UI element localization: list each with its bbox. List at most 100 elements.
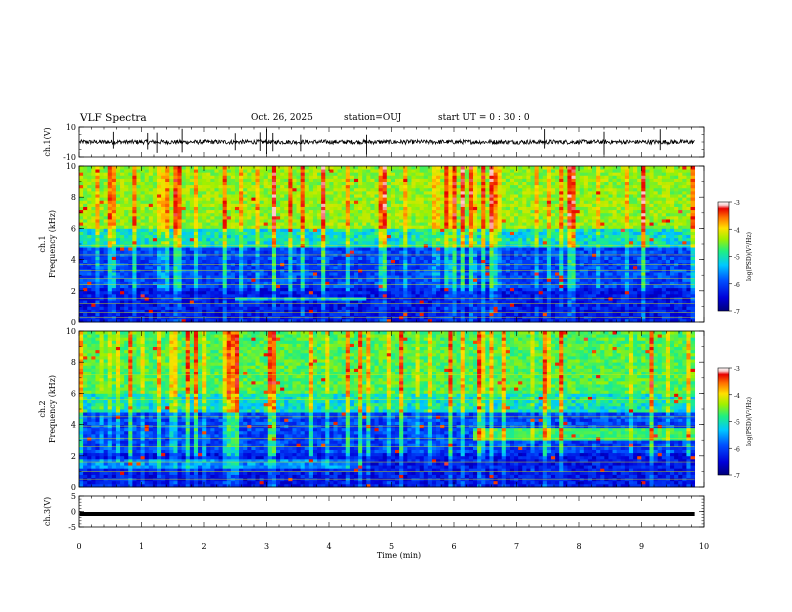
ch1-spectrogram-cell bbox=[304, 228, 310, 232]
ch1-spectrogram-cell bbox=[99, 290, 105, 295]
ch1-spectrogram-cell bbox=[390, 265, 396, 270]
ch1-spectrogram-cell bbox=[567, 306, 572, 310]
ch1-spectrogram-cell bbox=[370, 231, 375, 236]
ch1-spectrogram-cell bbox=[206, 287, 211, 292]
ch1-spectrogram-cell bbox=[206, 284, 211, 289]
ch1-spectrogram-cell bbox=[345, 231, 351, 236]
ch1-spectrogram-cell bbox=[304, 222, 310, 226]
ch1-spectrogram-cell bbox=[156, 256, 162, 260]
ch1-spectrogram-cell bbox=[341, 281, 347, 285]
ch1-spectrogram-cell bbox=[448, 265, 453, 270]
ch1-spectrogram-cell bbox=[206, 231, 211, 236]
ch1-spectrogram-cell bbox=[304, 287, 310, 292]
ch1-spectrogram-cell bbox=[468, 256, 474, 260]
ch1-spectrogram-cell bbox=[612, 259, 618, 264]
ch1-spectrogram-cell bbox=[284, 240, 289, 245]
ch1-spectrogram-cell bbox=[202, 225, 207, 229]
ch1-spectrogram-cell bbox=[464, 225, 470, 229]
ch1-spectrogram-cell bbox=[382, 240, 388, 245]
ch1-spectrogram-cell bbox=[341, 259, 347, 264]
ch1-spectrogram-cell bbox=[337, 306, 343, 310]
ch1-spectrogram-cell bbox=[370, 281, 375, 285]
ch1-spectrogram-cell bbox=[534, 222, 540, 226]
ch1-spectrogram-cell bbox=[280, 222, 285, 226]
ch1-spectrogram-cell bbox=[144, 250, 150, 254]
ch1-spectrogram-cell bbox=[378, 231, 384, 236]
ch1-spectrogram-cell bbox=[550, 231, 556, 236]
ch1-spectrogram-cell bbox=[497, 300, 503, 304]
ch1-spectrogram-cell bbox=[239, 222, 244, 226]
ch1-spectrogram-cell bbox=[509, 309, 515, 314]
ch1-spectrogram-cell bbox=[415, 318, 421, 323]
ch1-spectrogram-cell bbox=[395, 275, 400, 279]
ch1-spectrogram-cell bbox=[579, 303, 585, 307]
ch1-waveform-ytick-label: -10 bbox=[63, 153, 76, 162]
ch1-spectrogram-cell bbox=[140, 281, 146, 285]
ch1-spectrogram-cell bbox=[312, 222, 318, 226]
ch1-spectrogram-cell bbox=[276, 234, 281, 239]
ch1-spectrogram-cell bbox=[87, 225, 92, 229]
ch1-spectrogram-cell bbox=[284, 287, 289, 292]
ch1-spectrogram-cell bbox=[612, 256, 618, 260]
ch1-spectrogram-cell bbox=[403, 222, 408, 226]
ch1-spectrogram-cell bbox=[628, 256, 634, 260]
ch1-spectrogram-cell bbox=[312, 300, 318, 304]
ch1-spectrogram-cell bbox=[349, 247, 355, 251]
ch1-spectrogram-cell bbox=[661, 265, 667, 270]
ch1-spectrogram-cell bbox=[111, 259, 117, 264]
ch1-spectrogram-cell bbox=[337, 293, 343, 298]
ch1-spectrogram-cell bbox=[501, 237, 507, 242]
ch1-spectrogram-cell bbox=[193, 256, 199, 260]
ch1-spectrogram-cell bbox=[111, 256, 117, 260]
ch1-spectrogram-cell bbox=[444, 309, 449, 314]
ch1-spectrogram-cell bbox=[255, 309, 260, 314]
ch1-spectrogram-cell bbox=[83, 240, 88, 245]
ch1-spectrogram-cell bbox=[518, 275, 523, 279]
ch1-spectrogram-cell bbox=[181, 306, 187, 310]
ch1-spectrogram-cell bbox=[448, 272, 453, 276]
ch1-spectrogram-cell bbox=[189, 228, 195, 232]
ch1-spectrogram-cell bbox=[284, 234, 289, 239]
ch1-spectrogram-cell bbox=[333, 228, 338, 232]
ch1-spectrogram-cell bbox=[641, 222, 646, 226]
ch1-spectrogram-cell bbox=[583, 290, 589, 295]
ch1-spectrogram-cell bbox=[185, 281, 191, 285]
ch1-spectrogram-cell bbox=[485, 309, 490, 314]
ch1-spectrogram-cell bbox=[489, 275, 494, 279]
ch1-spectrogram-cell bbox=[226, 293, 232, 298]
ch1-spectrogram-cell bbox=[526, 284, 531, 289]
ch1-spectrogram-cell bbox=[378, 300, 384, 304]
ch1-spectrogram-cell bbox=[608, 300, 613, 304]
ch1-spectrogram-cell bbox=[378, 234, 384, 239]
ch1-spectrogram-cell bbox=[349, 309, 355, 314]
ch1-spectrogram-cell bbox=[185, 237, 191, 242]
ch1-spectrogram-cell bbox=[95, 318, 100, 323]
ch1-spectrogram-cell bbox=[120, 275, 125, 279]
ch1-spectrogram-cell bbox=[468, 284, 474, 289]
ch1-spectrogram-cell bbox=[505, 272, 511, 276]
ch1-spectrogram-cell bbox=[247, 306, 252, 310]
ch1-spectrogram-cell bbox=[649, 259, 654, 264]
ch1-spectrogram-cell bbox=[477, 287, 482, 292]
ch1-spectrogram-cell bbox=[193, 318, 199, 323]
ch1-spectrogram-cell bbox=[325, 278, 330, 282]
ch1-spectrogram-cell bbox=[193, 272, 199, 276]
ch1-spectrogram-cell bbox=[538, 309, 544, 314]
ch1-spectrogram-cell bbox=[505, 287, 511, 292]
ch1-spectrogram-cell bbox=[374, 240, 379, 245]
ch1-spectrogram-cell bbox=[95, 228, 100, 232]
ch1-spectrogram-cell bbox=[485, 290, 490, 295]
ch1-spectrogram-cell bbox=[399, 284, 404, 289]
ch1-spectrogram-cell bbox=[358, 309, 363, 314]
ch1-spectrogram-cell bbox=[349, 303, 355, 307]
ch1-spectrogram-cell bbox=[374, 278, 379, 282]
ch1-spectrogram-cell bbox=[616, 265, 622, 270]
ch1-spectrogram-cell bbox=[620, 303, 626, 307]
ch1-spectrogram-cell bbox=[255, 290, 260, 295]
ch1-spectrogram-cell bbox=[645, 287, 650, 292]
ch1-spectrogram-cell bbox=[628, 222, 634, 226]
ch1-spectrogram-cell bbox=[423, 287, 429, 292]
ch1-spectrogram-cell bbox=[559, 281, 564, 285]
ch1-spectrogram-cell bbox=[653, 225, 659, 229]
ch1-spectrogram-cell bbox=[682, 281, 687, 285]
